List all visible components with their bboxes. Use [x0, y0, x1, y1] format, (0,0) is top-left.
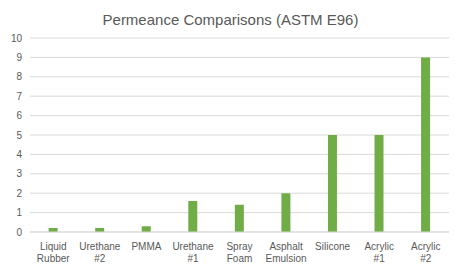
svg-text:2: 2: [16, 188, 22, 199]
svg-text:LiquidRubber: LiquidRubber: [37, 241, 70, 264]
svg-text:8: 8: [16, 71, 22, 82]
svg-text:Urethane#1: Urethane#1: [172, 241, 214, 264]
svg-text:1: 1: [16, 207, 22, 218]
svg-text:3: 3: [16, 168, 22, 179]
html-text:Permeance Comparisons (ASTM E9: Permeance Comparisons (ASTM E96): [102, 11, 359, 28]
svg-text:9: 9: [16, 52, 22, 63]
svg-text:Urethane#2: Urethane#2: [79, 241, 121, 264]
svg-text:AsphaltEmulsion: AsphaltEmulsion: [265, 241, 306, 264]
svg-text:0: 0: [16, 227, 22, 238]
svg-text:10: 10: [11, 33, 23, 44]
svg-text:Silicone: Silicone: [315, 241, 350, 252]
svg-text:5: 5: [16, 130, 22, 141]
svg-text:7: 7: [16, 91, 22, 102]
svg-text:Acrylic#2: Acrylic#2: [411, 241, 440, 264]
svg-text:6: 6: [16, 110, 22, 121]
svg-text:4: 4: [16, 149, 22, 160]
svg-text:Acrylic#1: Acrylic#1: [364, 241, 393, 264]
svg-text:PMMA: PMMA: [131, 241, 161, 252]
svg-text:SprayFoam: SprayFoam: [226, 241, 252, 264]
